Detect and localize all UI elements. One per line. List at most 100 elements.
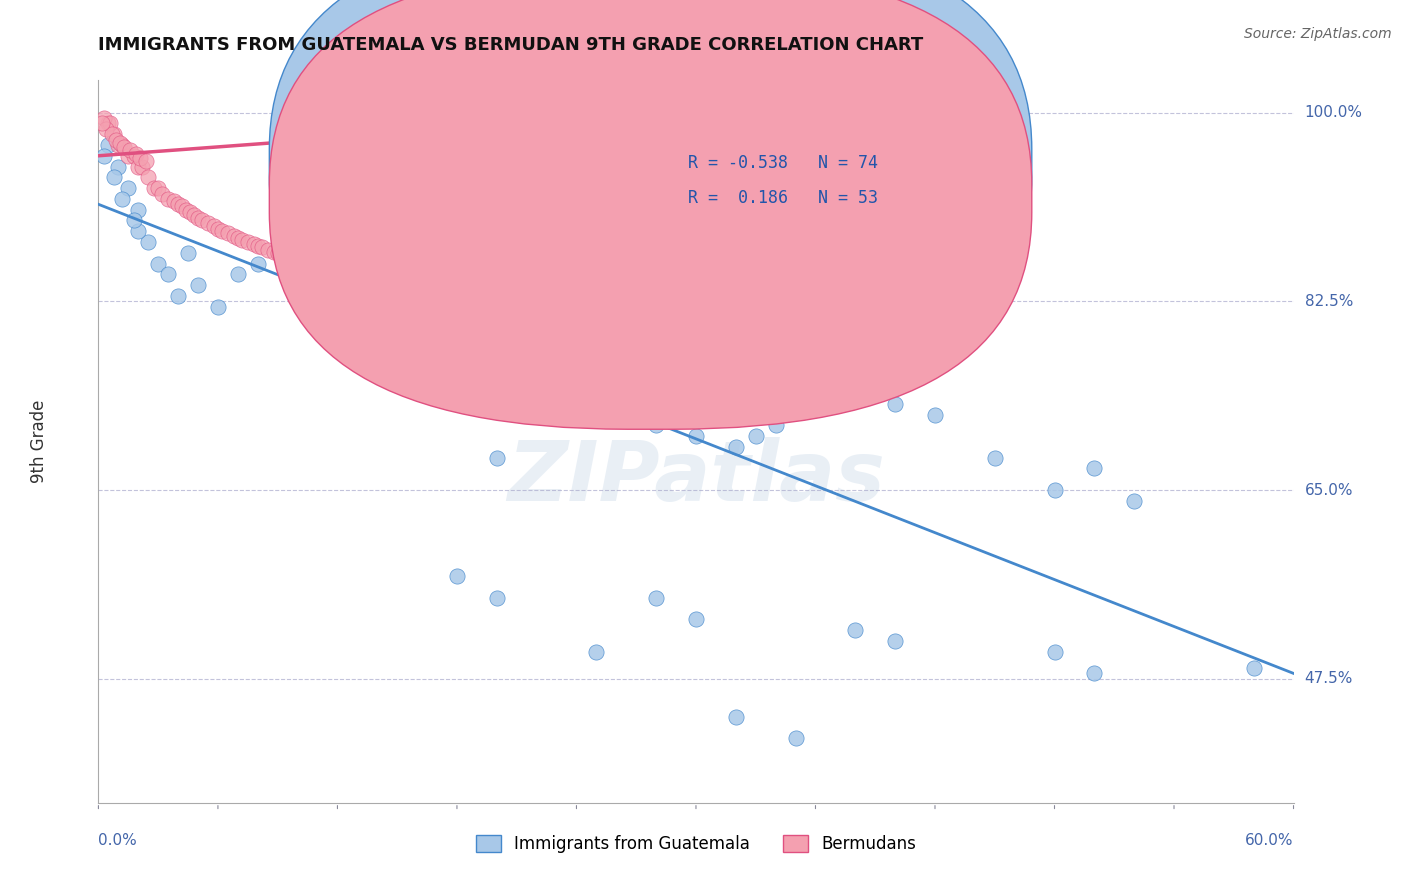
Text: R =  0.186   N = 53: R = 0.186 N = 53 xyxy=(688,189,877,207)
Point xyxy=(246,239,269,253)
Point xyxy=(136,170,159,185)
Point xyxy=(1123,493,1146,508)
Point xyxy=(211,224,233,238)
Point xyxy=(112,140,135,154)
Point xyxy=(366,278,388,293)
Point xyxy=(485,450,508,465)
Point xyxy=(785,343,807,357)
Point xyxy=(277,248,299,262)
Point xyxy=(111,192,134,206)
Point xyxy=(107,160,129,174)
Point xyxy=(1243,661,1265,675)
Point xyxy=(207,300,229,314)
Point xyxy=(645,418,668,433)
Point xyxy=(385,300,409,314)
Point xyxy=(585,332,607,346)
Point xyxy=(1043,483,1066,497)
Point xyxy=(765,418,787,433)
Point xyxy=(844,624,866,638)
Point xyxy=(120,144,142,158)
Point xyxy=(150,186,173,201)
Point xyxy=(645,353,668,368)
Text: R = -0.538   N = 74: R = -0.538 N = 74 xyxy=(688,154,877,172)
Point xyxy=(179,204,201,219)
Point xyxy=(177,245,200,260)
Point xyxy=(585,645,607,659)
Point xyxy=(844,364,866,378)
Point xyxy=(287,245,309,260)
Point xyxy=(226,268,249,282)
Point xyxy=(605,386,627,401)
Point xyxy=(202,219,225,233)
Point xyxy=(765,353,787,368)
FancyBboxPatch shape xyxy=(270,0,1032,429)
Point xyxy=(117,149,139,163)
Point xyxy=(287,250,309,264)
Point xyxy=(385,332,409,346)
Point xyxy=(167,289,190,303)
Point xyxy=(103,127,125,141)
Point xyxy=(124,149,146,163)
Point xyxy=(131,160,153,174)
Point xyxy=(97,138,120,153)
Point xyxy=(172,199,194,213)
Text: 65.0%: 65.0% xyxy=(1305,483,1353,498)
Point xyxy=(724,440,747,454)
Point xyxy=(97,116,120,130)
Legend: Immigrants from Guatemala, Bermudans: Immigrants from Guatemala, Bermudans xyxy=(470,828,922,860)
Point xyxy=(250,240,273,254)
Point xyxy=(645,321,668,335)
Point xyxy=(1043,645,1066,659)
Point xyxy=(605,321,627,335)
Point xyxy=(236,235,259,249)
Point xyxy=(129,151,152,165)
Point xyxy=(163,194,186,208)
Point xyxy=(263,244,285,259)
Point xyxy=(406,289,429,303)
Point xyxy=(546,310,568,325)
Point xyxy=(148,257,170,271)
Point xyxy=(183,208,205,222)
Text: 0.0%: 0.0% xyxy=(98,833,138,848)
Point xyxy=(804,353,827,368)
Point xyxy=(127,160,149,174)
Point xyxy=(217,227,239,241)
Point xyxy=(724,709,747,723)
Point xyxy=(645,591,668,605)
Point xyxy=(506,300,529,314)
Point xyxy=(585,376,607,390)
Point xyxy=(93,149,115,163)
Point xyxy=(187,278,209,293)
Text: 60.0%: 60.0% xyxy=(1246,833,1294,848)
Point xyxy=(111,138,134,153)
Point xyxy=(96,121,118,136)
Text: 100.0%: 100.0% xyxy=(1305,105,1362,120)
Point xyxy=(197,216,219,230)
Point xyxy=(246,257,269,271)
Point xyxy=(485,245,508,260)
Point xyxy=(91,116,114,130)
Point xyxy=(924,408,946,422)
Point xyxy=(1083,461,1105,475)
Point xyxy=(565,397,588,411)
Point xyxy=(446,300,468,314)
Point xyxy=(884,397,907,411)
Point xyxy=(526,408,548,422)
Text: 82.5%: 82.5% xyxy=(1305,293,1353,309)
Point xyxy=(745,429,768,443)
Point xyxy=(127,224,149,238)
Point xyxy=(148,181,170,195)
Point xyxy=(884,634,907,648)
Point xyxy=(426,310,449,325)
Point xyxy=(105,132,128,146)
Point xyxy=(98,116,122,130)
Point xyxy=(187,211,209,226)
Point xyxy=(685,364,707,378)
Text: ZIPatlas: ZIPatlas xyxy=(508,437,884,518)
Point xyxy=(485,591,508,605)
Point xyxy=(127,202,149,217)
Point xyxy=(125,146,148,161)
Point xyxy=(167,197,190,211)
Point xyxy=(724,332,747,346)
Text: Source: ZipAtlas.com: Source: ZipAtlas.com xyxy=(1244,27,1392,41)
